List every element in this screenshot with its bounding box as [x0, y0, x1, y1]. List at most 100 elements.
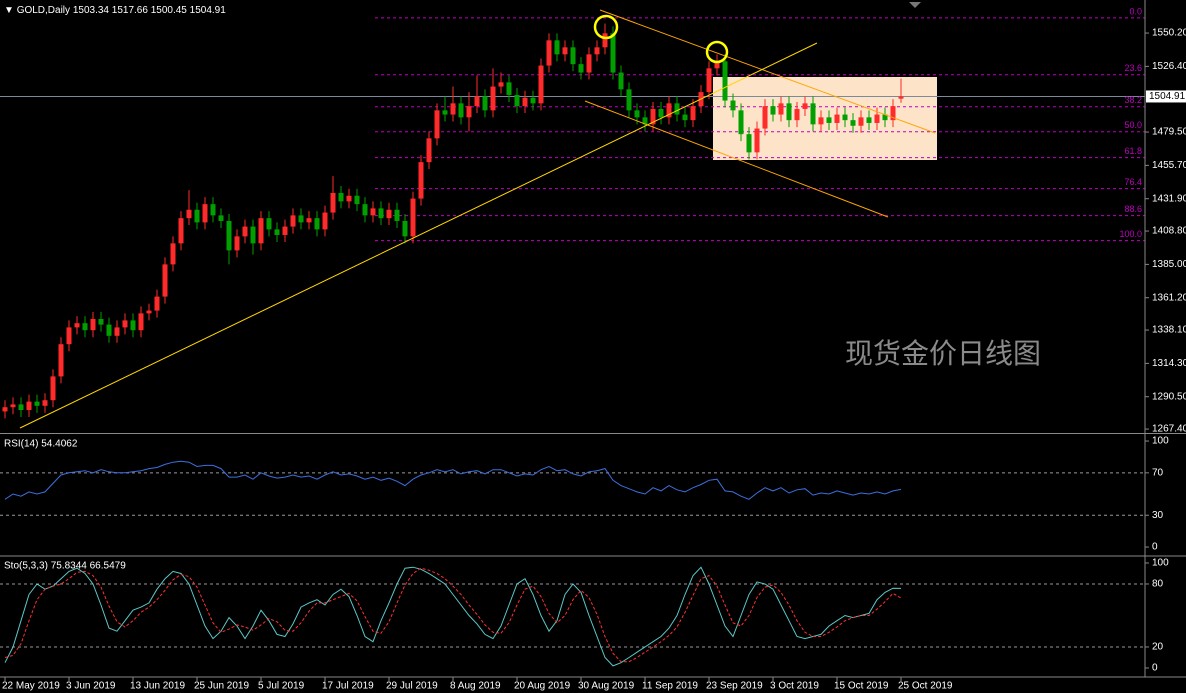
candle-body [778, 103, 784, 115]
candle-body [874, 114, 880, 123]
candle-body [242, 226, 248, 237]
candle-body [530, 97, 536, 104]
candle-body [858, 117, 864, 126]
y-tick-label: 1290.50 [1152, 391, 1186, 402]
candle-body [370, 208, 376, 216]
candle-body [442, 110, 448, 115]
x-tick-label: 22 May 2019 [2, 681, 60, 692]
rsi-title: RSI(14) 54.4062 [4, 439, 78, 450]
x-tick-label: 5 Jul 2019 [258, 681, 305, 692]
candle-body [666, 103, 672, 118]
candle-body [842, 114, 848, 121]
x-tick-label: 23 Sep 2019 [706, 681, 763, 692]
candle-body [418, 162, 424, 199]
y-tick-label: 1361.20 [1152, 292, 1186, 303]
candle-body [450, 103, 456, 115]
y-tick-label: 1455.70 [1152, 160, 1186, 171]
candle-body [330, 192, 336, 213]
candle-body [474, 96, 480, 107]
fib-label: 61.8 [1124, 146, 1142, 156]
trend-line [19, 42, 818, 429]
y-tick-label: 70 [1152, 467, 1164, 478]
candle-body [306, 218, 312, 223]
y-tick-label: 1408.80 [1152, 226, 1186, 237]
x-tick-label: 11 Sep 2019 [642, 681, 698, 692]
candle-body [290, 215, 296, 227]
candle-body [658, 108, 664, 118]
candle-body [482, 96, 488, 111]
candle-body [458, 103, 464, 118]
candle-body [610, 33, 616, 73]
candle-body [546, 40, 552, 66]
candle-body [50, 376, 56, 401]
ohlc-high: 1517.66 [112, 5, 149, 16]
candle-body [466, 106, 472, 118]
candle-body [90, 318, 96, 331]
candle-body [114, 327, 120, 336]
last-price-label: 1504.91 [1149, 91, 1186, 102]
candle-body [802, 103, 808, 109]
y-tick-label: 1338.10 [1152, 325, 1186, 336]
candle-body [786, 103, 792, 121]
candle-body [362, 204, 368, 216]
candle-body [642, 117, 648, 125]
candle-body [2, 407, 8, 412]
candle-body [682, 114, 688, 121]
fib-label: 0.0 [1129, 6, 1142, 16]
candle-body [66, 327, 72, 345]
header-arrow: ▼ [4, 5, 14, 16]
channel-lower [584, 100, 889, 218]
scroll-marker [909, 2, 921, 8]
candle-body [690, 106, 696, 121]
y-tick-label: 20 [1152, 642, 1164, 653]
candle-body [266, 218, 272, 230]
indicator-line [4, 566, 902, 667]
candle-body [514, 94, 520, 107]
candle-body [26, 401, 32, 411]
candle-body [506, 82, 512, 95]
candle-body [234, 236, 240, 251]
watermark: 现货金价日线图 [845, 337, 1041, 370]
indicator-line [4, 567, 902, 663]
candle-body [82, 323, 88, 331]
candle-body [194, 209, 200, 223]
candle-body [554, 40, 560, 55]
candle-body [122, 320, 128, 328]
ohlc-close: 1504.91 [190, 5, 227, 16]
candle-body [74, 323, 80, 328]
candle-body [674, 103, 680, 115]
candle-body [850, 120, 856, 126]
ohlc-open: 1503.34 [73, 5, 110, 16]
candle-body [738, 110, 744, 135]
candle-body [826, 117, 832, 123]
y-tick-label: 1431.90 [1152, 193, 1186, 204]
candle-body [58, 344, 64, 377]
candle-body [634, 110, 640, 118]
highlight-circle [593, 14, 619, 40]
candle-body [898, 96, 904, 99]
x-tick-label: 13 Jun 2019 [130, 681, 185, 692]
candle-body [178, 218, 184, 244]
x-tick-label: 3 Oct 2019 [770, 681, 819, 692]
candle-body [650, 108, 656, 125]
candle-body [386, 209, 392, 219]
candle-body [586, 54, 592, 73]
last-price-box [1146, 90, 1186, 103]
candle-body [250, 226, 256, 244]
candle-body [602, 33, 608, 48]
candle-body [202, 204, 208, 223]
candle-body [138, 313, 144, 331]
candle-body [722, 61, 728, 101]
candle-body [626, 89, 632, 111]
fib-label: 100.0 [1119, 229, 1142, 239]
candle-body [226, 220, 232, 251]
x-tick-label: 8 Aug 2019 [450, 681, 501, 692]
candle-body [498, 82, 504, 87]
ohlc-low: 1500.45 [151, 5, 188, 16]
candle-body [346, 195, 352, 202]
candle-body [10, 404, 16, 408]
candle-body [522, 97, 528, 107]
candle-body [170, 243, 176, 265]
candle-body [154, 296, 160, 311]
y-tick-label: 1314.30 [1152, 358, 1186, 369]
